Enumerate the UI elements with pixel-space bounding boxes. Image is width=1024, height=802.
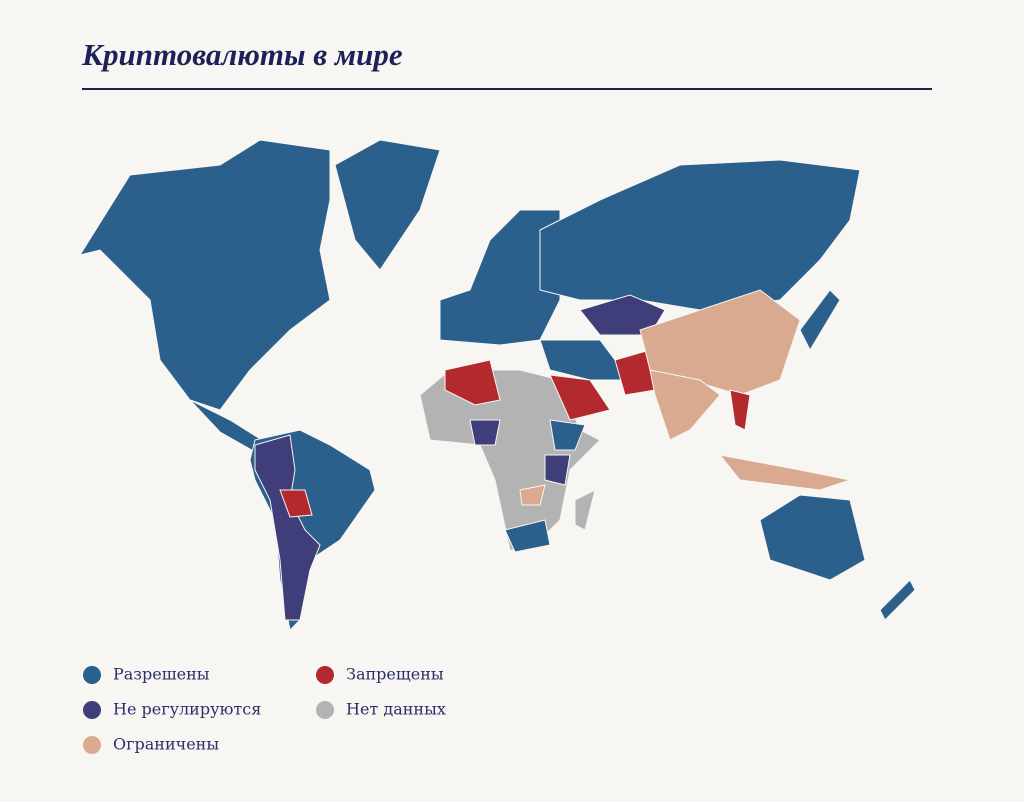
nigeria [469,419,501,446]
legend-marker [316,666,334,684]
africa [419,369,601,551]
legend-label: Запрещены [346,665,444,684]
saudi-arabia [549,374,611,421]
new-zealand [879,579,916,621]
indonesia [718,454,852,491]
south-africa [504,519,551,553]
japan [799,289,841,352]
russia [539,159,861,311]
legend-marker [83,666,101,684]
world-map [78,139,916,632]
legend-marker [316,701,334,719]
vietnam [729,389,751,431]
kenya [544,454,571,486]
title: Криптовалюты в мире [81,37,403,72]
bolivia [279,489,313,518]
zambia [519,484,546,506]
legend-marker [83,736,101,754]
legend: Разрешены Не регулируются Ограничены Запрещ… [83,665,446,754]
algeria [444,359,501,406]
australia [759,494,866,581]
greenland [334,139,441,271]
india [649,369,721,441]
legend-marker [83,701,101,719]
legend-label: Не регулируются [113,700,261,719]
south-america-west [254,434,321,621]
legend-label: Ограничены [113,735,219,754]
madagascar [574,489,596,531]
legend-label: Нет данных [346,700,446,719]
ethiopia [549,419,586,451]
middle-east [539,339,631,381]
north-america [78,139,331,411]
kazakhstan [579,294,666,336]
legend-label: Разрешены [113,665,210,684]
